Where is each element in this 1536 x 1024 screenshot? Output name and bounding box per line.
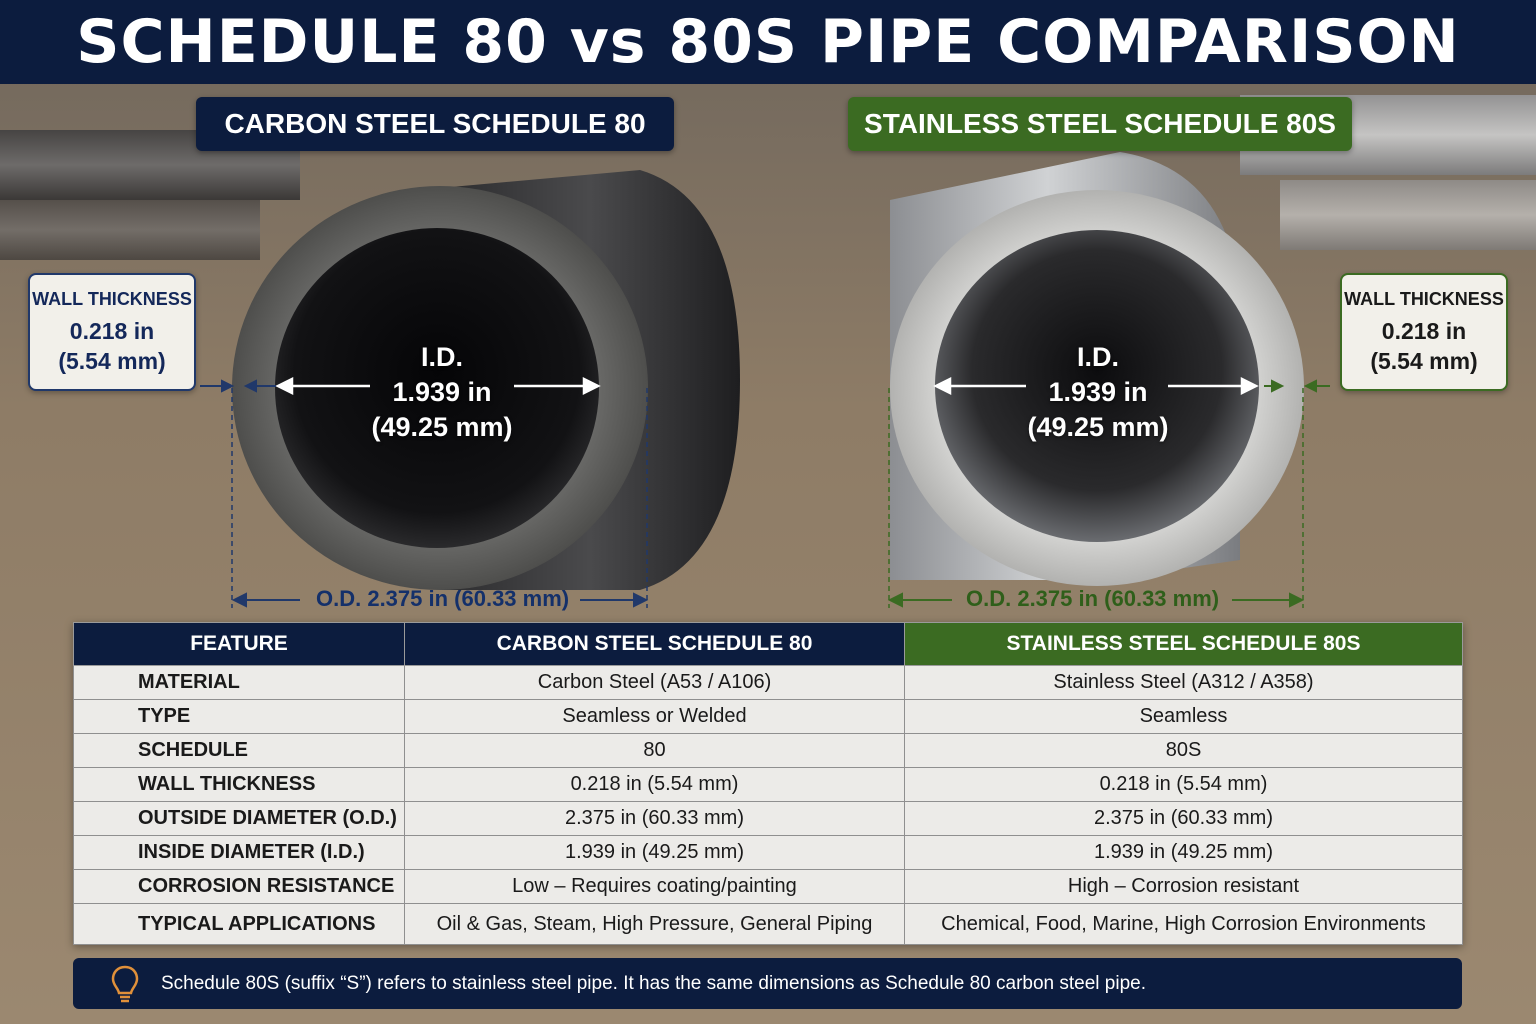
wall-thickness-heading: WALL THICKNESS [32,288,192,309]
id-heading: I.D. [1076,342,1119,372]
wall-thickness-in: 0.218 in [69,317,155,344]
carbon-cell: Seamless or Welded [404,699,905,734]
feature-cell: OUTSIDE DIAMETER (O.D.) [73,801,405,836]
table-row: WALL THICKNESS 0.218 in (5.54 mm) 0.218 … [73,767,1463,802]
carbon-cell: 80 [404,733,905,768]
table-header-row: FEATURE CARBON STEEL SCHEDULE 80 STAINLE… [73,622,1463,666]
stainless-inside-diameter: I.D. 1.939 in (49.25 mm) [998,340,1198,445]
stainless-cell: High – Corrosion resistant [904,869,1463,904]
feature-cell: SCHEDULE [73,733,405,768]
table-row: CORROSION RESISTANCE Low – Requires coat… [73,869,1463,904]
feature-cell: CORROSION RESISTANCE [73,869,405,904]
table-row: TYPE Seamless or Welded Seamless [73,699,1463,734]
stainless-wall-thickness-callout: WALL THICKNESS 0.218 in (5.54 mm) [1340,273,1508,391]
stainless-cell: Seamless [904,699,1463,734]
stainless-steel-label: STAINLESS STEEL SCHEDULE 80S [848,97,1352,151]
feature-cell: INSIDE DIAMETER (I.D.) [73,835,405,870]
table-row: INSIDE DIAMETER (I.D.) 1.939 in (49.25 m… [73,835,1463,870]
page-title: SCHEDULE 80 vs 80S PIPE COMPARISON [76,7,1460,77]
stainless-cell: Chemical, Food, Marine, High Corrosion E… [904,903,1463,945]
wall-thickness-mm: (5.54 mm) [1370,347,1478,374]
header-stainless-steel: STAINLESS STEEL SCHEDULE 80S [904,622,1463,666]
id-in: 1.939 in [1048,377,1148,407]
id-heading: I.D. [420,342,463,372]
carbon-steel-label: CARBON STEEL SCHEDULE 80 [196,97,674,151]
table-row: SCHEDULE 80 80S [73,733,1463,768]
id-mm: (49.25 mm) [1027,412,1169,442]
carbon-cell: Oil & Gas, Steam, High Pressure, General… [404,903,905,945]
title-bar: SCHEDULE 80 vs 80S PIPE COMPARISON [0,0,1536,84]
table-row: TYPICAL APPLICATIONS Oil & Gas, Steam, H… [73,903,1463,945]
wall-thickness-in: 0.218 in [1381,317,1467,344]
carbon-cell: 1.939 in (49.25 mm) [404,835,905,870]
carbon-cell: 0.218 in (5.54 mm) [404,767,905,802]
header-carbon-steel: CARBON STEEL SCHEDULE 80 [404,622,905,666]
carbon-outside-diameter: O.D. 2.375 in (60.33 mm) [316,586,570,611]
stainless-cell: 0.218 in (5.54 mm) [904,767,1463,802]
id-in: 1.939 in [392,377,492,407]
wall-thickness-mm: (5.54 mm) [58,347,166,374]
stainless-cell: Stainless Steel (A312 / A358) [904,665,1463,700]
feature-cell: TYPE [73,699,405,734]
stainless-cell: 1.939 in (49.25 mm) [904,835,1463,870]
stainless-cell: 2.375 in (60.33 mm) [904,801,1463,836]
note-text: Schedule 80S (suffix “S”) refers to stai… [161,972,1147,994]
feature-cell: MATERIAL [73,665,405,700]
carbon-cell: Low – Requires coating/painting [404,869,905,904]
table-row: MATERIAL Carbon Steel (A53 / A106) Stain… [73,665,1463,700]
stainless-cell: 80S [904,733,1463,768]
wall-thickness-heading: WALL THICKNESS [1344,288,1504,309]
stainless-outside-diameter: O.D. 2.375 in (60.33 mm) [966,586,1220,611]
id-mm: (49.25 mm) [371,412,513,442]
feature-cell: WALL THICKNESS [73,767,405,802]
feature-cell: TYPICAL APPLICATIONS [73,903,405,945]
header-feature: FEATURE [73,622,405,666]
lightbulb-icon [95,958,155,1009]
carbon-wall-thickness-callout: WALL THICKNESS 0.218 in (5.54 mm) [28,273,196,391]
carbon-inside-diameter: I.D. 1.939 in (49.25 mm) [342,340,542,445]
comparison-table: FEATURE CARBON STEEL SCHEDULE 80 STAINLE… [73,622,1463,945]
carbon-cell: 2.375 in (60.33 mm) [404,801,905,836]
carbon-cell: Carbon Steel (A53 / A106) [404,665,905,700]
table-row: OUTSIDE DIAMETER (O.D.) 2.375 in (60.33 … [73,801,1463,836]
note-bar: Schedule 80S (suffix “S”) refers to stai… [73,958,1462,1009]
